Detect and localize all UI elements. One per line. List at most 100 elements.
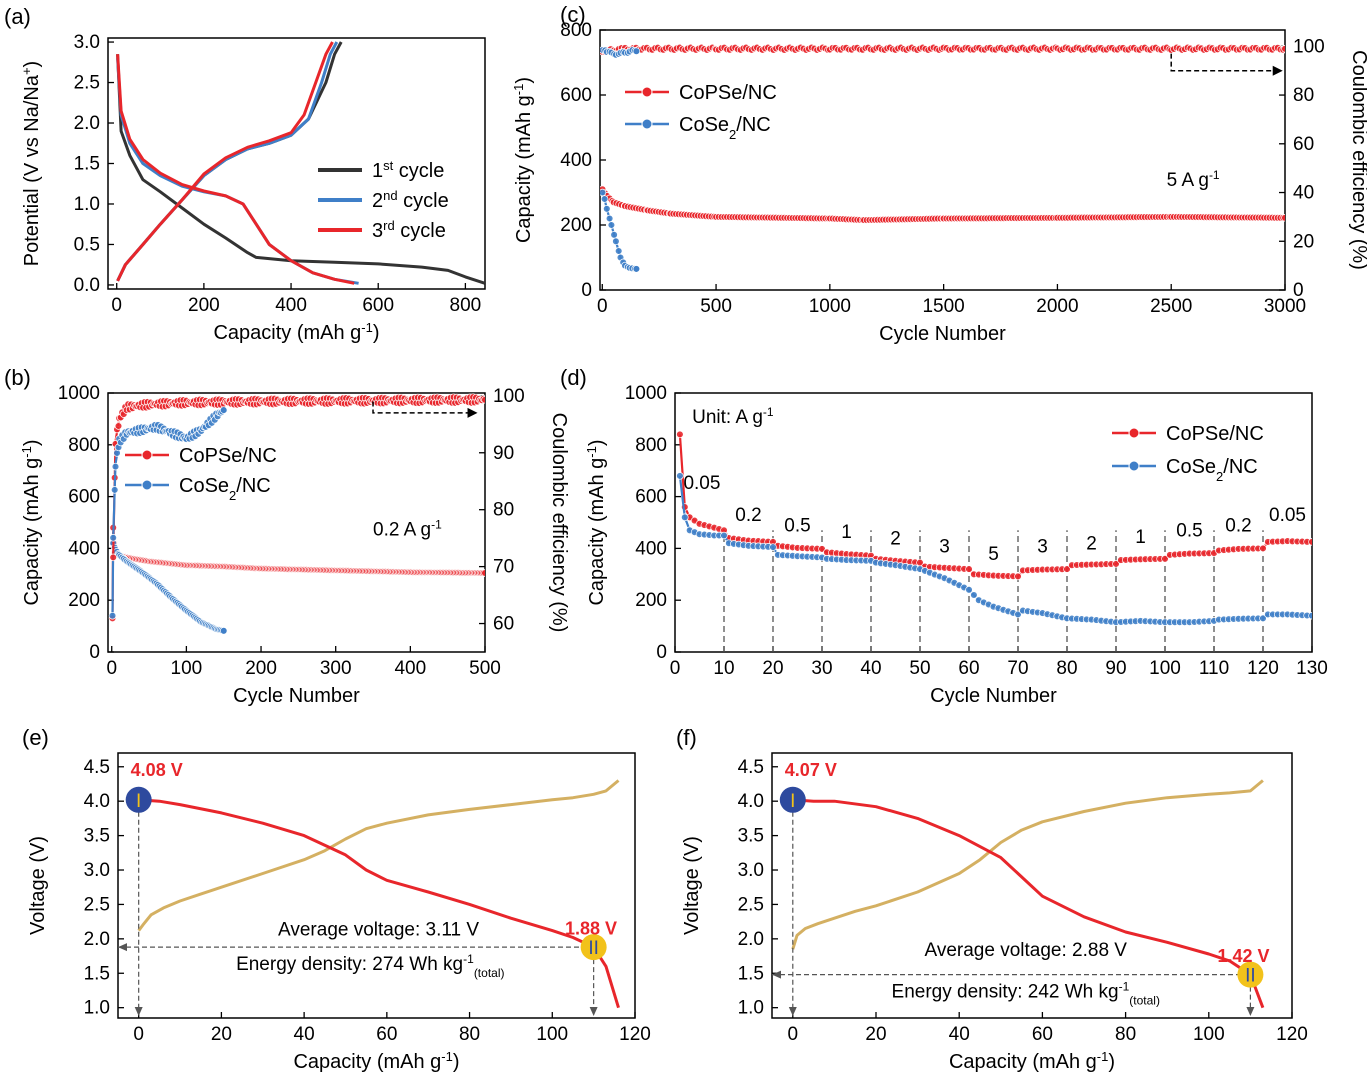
data-point bbox=[769, 543, 777, 551]
average-voltage-text: Average voltage: 3.11 V bbox=[278, 919, 479, 940]
y-tick-label: 200 bbox=[560, 215, 592, 236]
plot-area bbox=[676, 430, 1312, 652]
series-line-1 bbox=[116, 41, 343, 282]
x-tick-label: 500 bbox=[469, 658, 501, 679]
data-point bbox=[603, 205, 611, 213]
current-density-label: 5 A g-1 bbox=[1167, 168, 1220, 191]
x-tick-label: 2000 bbox=[1036, 296, 1078, 317]
x-tick-label: 200 bbox=[188, 295, 220, 316]
x-tick-label: 100 bbox=[1149, 658, 1181, 679]
y-tick-label: 400 bbox=[635, 538, 667, 559]
voltage-label: 4.08 V bbox=[131, 760, 183, 780]
y-tick-label: 400 bbox=[68, 538, 100, 559]
plot-area bbox=[116, 41, 485, 285]
x-tick-label: 0 bbox=[133, 1024, 144, 1045]
panel-label: (a) bbox=[4, 4, 31, 29]
plot-frame bbox=[771, 752, 1293, 1019]
roman-numeral: II bbox=[588, 938, 599, 959]
y-tick-label: 1.5 bbox=[74, 154, 100, 175]
data-point bbox=[1308, 538, 1312, 546]
plot-frame bbox=[107, 392, 486, 653]
x-axis-label: Capacity (mAh g-1) bbox=[293, 1049, 459, 1074]
x-axis-label: Cycle Number bbox=[930, 685, 1057, 707]
data-point bbox=[111, 462, 120, 471]
y-tick-label: 800 bbox=[635, 435, 667, 456]
y-tick-label: 2.0 bbox=[84, 929, 110, 950]
y-tick-label: 2.5 bbox=[738, 894, 764, 915]
x-tick-label: 1000 bbox=[809, 296, 851, 317]
x-tick-label: 110 bbox=[1199, 658, 1229, 679]
arrow-head bbox=[1246, 1007, 1255, 1016]
data-point bbox=[110, 486, 119, 494]
x-tick-label: 40 bbox=[860, 658, 881, 679]
y2-tick-label: 0 bbox=[1293, 280, 1304, 301]
legend-label: CoPSe/NC bbox=[1166, 423, 1264, 445]
average-voltage-text: Average voltage: 2.88 V bbox=[925, 940, 1128, 961]
legend-label: CoSe2/NC bbox=[679, 114, 771, 142]
x-tick-label: 0 bbox=[111, 295, 122, 316]
data-point bbox=[605, 214, 614, 223]
data-point bbox=[720, 531, 728, 540]
legend-label: 1st cycle bbox=[372, 158, 444, 183]
current-density-label: 0.2 A g-1 bbox=[373, 517, 442, 540]
x-tick-label: 0 bbox=[670, 658, 681, 679]
series-line-4 bbox=[116, 54, 355, 285]
data-point bbox=[676, 430, 684, 439]
y-tick-label: 200 bbox=[68, 590, 100, 611]
arrow-head bbox=[134, 1007, 143, 1016]
rate-label: 0.5 bbox=[784, 516, 810, 537]
rate-label: 0.05 bbox=[683, 473, 720, 494]
x-tick-label: 500 bbox=[700, 296, 732, 317]
data-point bbox=[632, 265, 641, 273]
y-tick-label: 4.5 bbox=[84, 757, 110, 778]
series-line-discharge bbox=[792, 798, 1265, 1009]
x-tick-label: 20 bbox=[211, 1024, 232, 1045]
y-axis-label: Capacity (mAh g-1) bbox=[19, 439, 44, 605]
x-tick-label: 50 bbox=[909, 658, 930, 679]
panel-label: (b) bbox=[4, 365, 31, 390]
arrow-head bbox=[118, 943, 127, 952]
y-axis-label: Capacity (mAh g-1) bbox=[511, 77, 536, 243]
data-point bbox=[1308, 611, 1312, 620]
x-tick-label: 120 bbox=[619, 1024, 651, 1045]
panel-c: (c)0 500 1000 1500 2000 2500 30000200400600800… bbox=[511, 2, 1367, 345]
x-tick-label: 200 bbox=[245, 658, 277, 679]
data-point bbox=[1063, 565, 1071, 573]
plot-frame bbox=[599, 29, 1286, 291]
legend: CoPSe/NC CoSe2/NC bbox=[125, 445, 277, 503]
rate-label: 0.2 bbox=[1225, 516, 1251, 537]
x-tick-label: 70 bbox=[1007, 658, 1028, 679]
series-line-0 bbox=[116, 54, 485, 285]
x-tick-label: 100 bbox=[536, 1024, 568, 1045]
data-point bbox=[108, 611, 117, 620]
x-tick-label: 0 bbox=[788, 1024, 799, 1045]
data-point bbox=[612, 237, 620, 246]
legend-marker bbox=[141, 449, 153, 461]
x-tick-label: 100 bbox=[1193, 1024, 1225, 1045]
x-tick-label: 20 bbox=[865, 1024, 886, 1045]
x-tick-label: 30 bbox=[811, 658, 832, 679]
x-tick-label: 100 bbox=[171, 658, 203, 679]
x-tick-label: 20 bbox=[762, 658, 783, 679]
panel-label: (e) bbox=[22, 725, 49, 750]
panel-d: (d) 0 10 20 30 40 50 60 70 80 90 100 110 120 130 0 200 40… bbox=[560, 365, 1328, 707]
data-point bbox=[481, 569, 485, 577]
x-tick-label: 3000 bbox=[1264, 296, 1306, 317]
series-line-3 bbox=[116, 41, 339, 282]
y-tick-label: 800 bbox=[560, 20, 592, 41]
rate-label: 2 bbox=[1086, 534, 1097, 555]
y-tick-label: 1.0 bbox=[84, 998, 110, 1019]
data-point bbox=[219, 627, 228, 635]
axis-pointer-arrow bbox=[372, 401, 470, 414]
x-axis-label: Capacity (mAh g-1) bbox=[213, 320, 379, 345]
x-tick-label: 60 bbox=[1032, 1024, 1053, 1045]
x-tick-label: 400 bbox=[275, 295, 307, 316]
y2-tick-label: 80 bbox=[493, 500, 514, 521]
y-tick-label: 600 bbox=[560, 85, 592, 106]
x-tick-label: 40 bbox=[949, 1024, 970, 1045]
data-point bbox=[965, 565, 973, 573]
x-tick-label: 80 bbox=[1056, 658, 1077, 679]
voltage-label: 4.07 V bbox=[785, 760, 837, 780]
series-line-discharge bbox=[138, 798, 620, 1009]
